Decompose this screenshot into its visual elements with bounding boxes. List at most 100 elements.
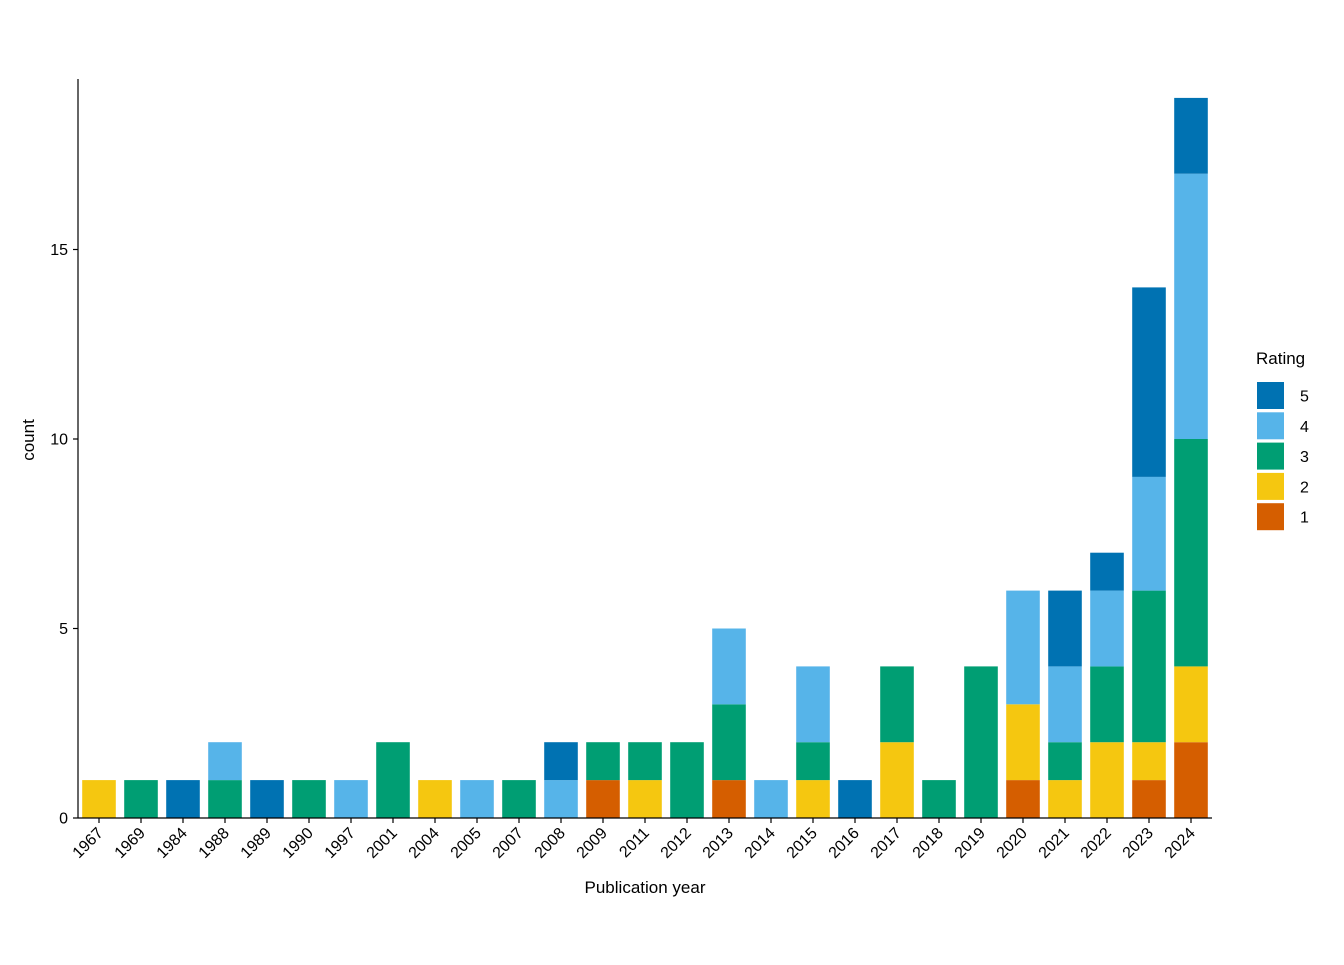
bar-1984-rating-5 [166,780,200,818]
bar-2021-rating-4 [1048,666,1082,743]
x-tick-label: 2015 [784,825,821,862]
bar-2011-rating-2 [628,780,662,818]
bar-2015-rating-3 [796,742,830,781]
bar-2013-rating-3 [712,704,746,781]
x-tick-label: 2023 [1120,825,1157,862]
y-tick-label: 5 [59,621,68,638]
x-tick-label: 2019 [952,825,989,862]
bar-2023-rating-2 [1132,742,1166,781]
x-tick-label: 2020 [994,825,1031,862]
bar-2009-rating-3 [586,742,620,781]
bar-2020-rating-4 [1006,590,1040,705]
bar-2014-rating-4 [754,780,788,818]
x-tick-label: 2016 [826,825,863,862]
bar-2023-rating-4 [1132,476,1166,591]
y-tick-label: 10 [50,432,68,449]
bar-2022-rating-2 [1090,742,1124,818]
bar-2023-rating-5 [1132,287,1166,477]
bar-2023-rating-3 [1132,590,1166,743]
bar-2021-rating-5 [1048,590,1082,667]
x-tick-label: 2012 [658,825,695,862]
x-tick-label: 2014 [742,825,779,862]
bar-2004-rating-2 [418,780,452,818]
bar-2022-rating-5 [1090,552,1124,591]
x-axis-title: Publication year [585,878,706,897]
bar-2017-rating-3 [880,666,914,743]
y-tick-label: 0 [59,811,68,828]
bar-2001-rating-3 [376,742,410,818]
bar-1990-rating-3 [292,780,326,818]
bar-2023-rating-1 [1132,780,1166,818]
x-tick-label: 1969 [112,825,149,862]
bar-1989-rating-5 [250,780,284,818]
bar-2015-rating-4 [796,666,830,743]
bar-1967-rating-2 [82,780,116,818]
bar-2008-rating-4 [544,780,578,818]
x-tick-label: 2021 [1036,825,1073,862]
bar-2018-rating-3 [922,780,956,818]
bar-2005-rating-4 [460,780,494,818]
y-tick-label: 15 [50,242,68,259]
bar-2013-rating-1 [712,780,746,818]
bar-2019-rating-3 [964,666,998,818]
x-tick-label: 1988 [196,825,233,862]
x-tick-label: 1967 [70,825,107,862]
bar-2024-rating-1 [1174,742,1208,818]
x-tick-label: 2007 [490,825,527,862]
x-tick-label: 2009 [574,825,611,862]
bar-2020-rating-2 [1006,704,1040,781]
legend: Rating 5 4 3 2 1 [1256,349,1309,531]
legend-swatch-1 [1257,503,1284,531]
bar-2013-rating-4 [712,628,746,705]
legend-label-5: 5 [1300,389,1309,406]
x-tick-label: 2008 [532,825,569,862]
bar-2022-rating-3 [1090,666,1124,743]
legend-title: Rating [1256,349,1305,368]
legend-label-4: 4 [1300,419,1309,436]
legend-label-3: 3 [1300,449,1309,466]
x-tick-label: 2024 [1162,825,1199,862]
x-tick-label: 1989 [238,825,275,862]
x-tick-label: 1984 [154,825,191,862]
bar-2008-rating-5 [544,742,578,781]
bar-2021-rating-3 [1048,742,1082,781]
bar-2024-rating-4 [1174,173,1208,439]
bars-group [82,97,1208,818]
legend-label-1: 1 [1300,510,1309,527]
bar-2021-rating-2 [1048,780,1082,818]
legend-swatch-2 [1257,472,1284,500]
x-tick-label: 2022 [1078,825,1115,862]
x-tick-label: 2017 [868,825,905,862]
bar-2012-rating-3 [670,742,704,818]
bar-2015-rating-2 [796,780,830,818]
bar-1997-rating-4 [334,780,368,818]
x-tick-label: 1990 [280,825,317,862]
legend-label-2: 2 [1300,479,1309,496]
bar-2007-rating-3 [502,780,536,818]
bar-2024-rating-5 [1174,97,1208,174]
x-tick-label: 1997 [322,825,359,862]
bar-2024-rating-3 [1174,439,1208,667]
legend-swatch-3 [1257,442,1284,470]
x-tick-label: 2018 [910,825,947,862]
x-tick-label: 2004 [406,825,443,862]
x-tick-label: 2001 [364,825,401,862]
legend-swatch-5 [1257,382,1284,409]
bar-2020-rating-1 [1006,780,1040,818]
x-tick-label: 2013 [700,825,737,862]
y-axis-title: count [19,419,38,461]
bar-1969-rating-3 [124,780,158,818]
bar-2022-rating-4 [1090,590,1124,667]
bar-2024-rating-2 [1174,666,1208,743]
x-tick-label: 2005 [448,825,485,862]
bar-2009-rating-1 [586,780,620,818]
bar-2016-rating-5 [838,780,872,818]
bar-1988-rating-4 [208,742,242,781]
legend-swatch-4 [1257,412,1284,440]
x-tick-label: 2011 [616,825,652,861]
bar-2017-rating-2 [880,742,914,818]
bar-1988-rating-3 [208,780,242,818]
bar-2011-rating-3 [628,742,662,781]
